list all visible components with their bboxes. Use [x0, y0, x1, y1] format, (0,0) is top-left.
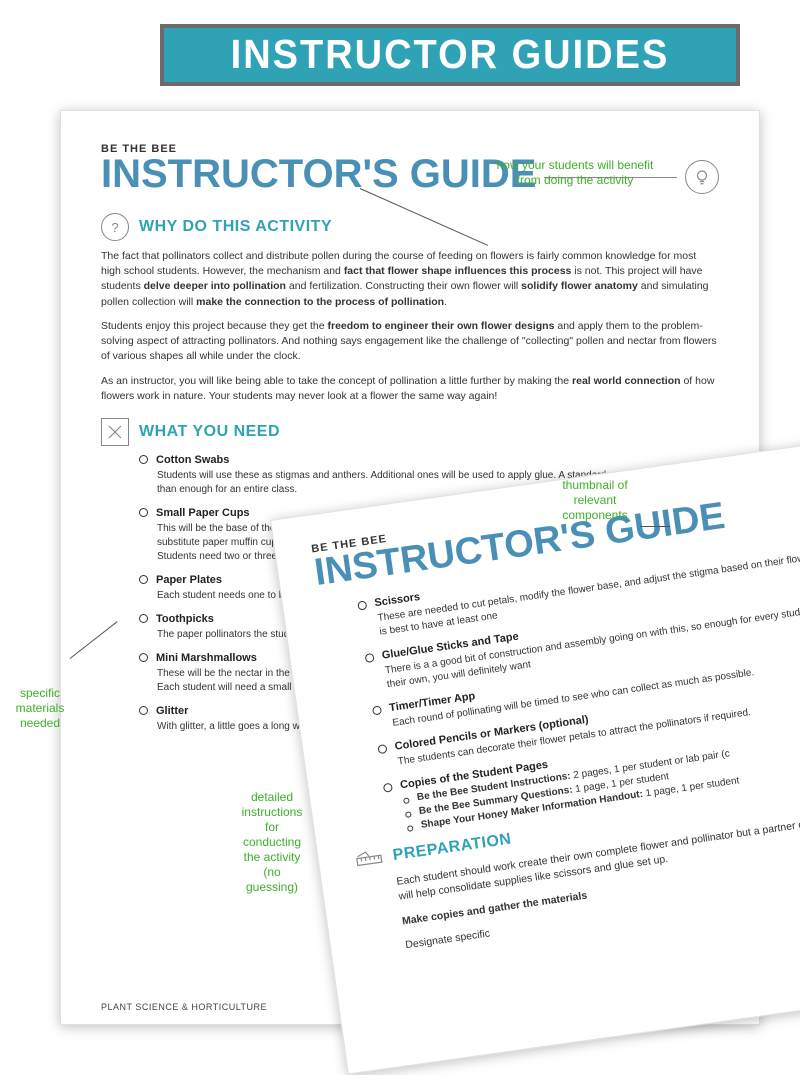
- callout-materials: specificmaterialsneeded: [0, 686, 80, 731]
- bullet-icon: [139, 575, 148, 584]
- bullet-icon: [139, 706, 148, 715]
- material-name: Toothpicks: [156, 613, 214, 625]
- document-page-2: BE THE BEE INSTRUCTOR'S GUIDE ScissorsTh…: [270, 434, 800, 1075]
- callout-line-2: [640, 526, 670, 527]
- section-need-title: WHAT YOU NEED: [139, 423, 280, 441]
- bullet-icon: [139, 508, 148, 517]
- ruler-icon: [354, 847, 385, 873]
- bullet-icon: [407, 825, 414, 832]
- lightbulb-icon: [685, 160, 719, 194]
- material-name: Cotton Swabs: [156, 454, 229, 466]
- callout-benefit: how your students will benefitfrom doing…: [470, 158, 680, 188]
- callout-instructions: detailedinstructionsforconductingthe act…: [232, 790, 312, 895]
- bullet-icon: [139, 653, 148, 662]
- bullet-icon: [139, 614, 148, 623]
- bullet-icon: [365, 652, 375, 662]
- material-name: Small Paper Cups: [156, 507, 250, 519]
- section-why-title: WHY DO THIS ACTIVITY: [139, 218, 332, 236]
- material-name: Glitter: [156, 705, 188, 717]
- bullet-icon: [405, 811, 412, 818]
- banner-title: INSTRUCTOR GUIDES: [231, 32, 670, 78]
- tools-icon: [101, 418, 129, 446]
- section-why-header: ? WHY DO THIS ACTIVITY: [101, 213, 719, 241]
- section-need-header: WHAT YOU NEED: [101, 418, 719, 446]
- bullet-icon: [357, 600, 367, 610]
- material-name: Paper Plates: [156, 574, 222, 586]
- callout-thumbnail: thumbnail ofrelevantcomponents: [540, 478, 650, 523]
- page-footer: PLANT SCIENCE & HORTICULTURE: [101, 1002, 267, 1012]
- material-name: Mini Marshmallows: [156, 652, 257, 664]
- bullet-icon: [377, 744, 387, 754]
- why-para-3: As an instructor, you will like being ab…: [101, 374, 719, 404]
- why-para-2: Students enjoy this project because they…: [101, 319, 719, 365]
- question-icon: ?: [101, 213, 129, 241]
- bullet-icon: [403, 797, 410, 804]
- bullet-icon: [372, 705, 382, 715]
- section-prep-title: PREPARATION: [392, 831, 513, 865]
- bullet-icon: [139, 455, 148, 464]
- why-para-1: The fact that pollinators collect and di…: [101, 249, 719, 310]
- header-banner: INSTRUCTOR GUIDES: [160, 24, 740, 86]
- bullet-icon: [383, 782, 393, 792]
